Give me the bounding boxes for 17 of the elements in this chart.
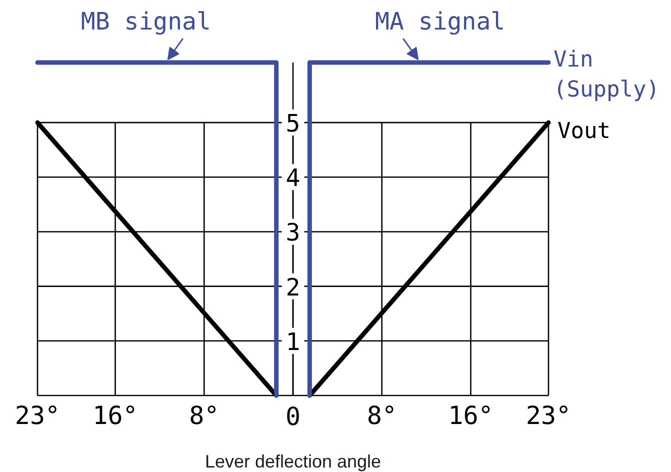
x-tick-label: 23° xyxy=(526,401,572,430)
x-tick-label: 0 xyxy=(285,402,301,431)
x-tick-label: 23° xyxy=(14,401,60,430)
series-label: Vout xyxy=(558,119,610,144)
y-tick-label: 2 xyxy=(286,273,300,302)
x-tick-label: 16° xyxy=(448,401,494,430)
y-tick-label: 1 xyxy=(286,328,300,356)
series-label: MB signal xyxy=(80,8,211,36)
series-label: MA signal xyxy=(375,8,506,36)
x-tick-label: 16° xyxy=(92,401,138,430)
y-tick-label: 5 xyxy=(286,110,300,138)
x-tick-label: 8° xyxy=(189,401,220,430)
y-tick-label: 3 xyxy=(286,218,300,247)
x-axis-title: Lever deflection angle xyxy=(204,452,382,472)
annotation: Vin (Supply) xyxy=(554,48,660,102)
y-tick-label: 4 xyxy=(286,164,300,192)
x-tick-label: 8° xyxy=(366,401,397,430)
